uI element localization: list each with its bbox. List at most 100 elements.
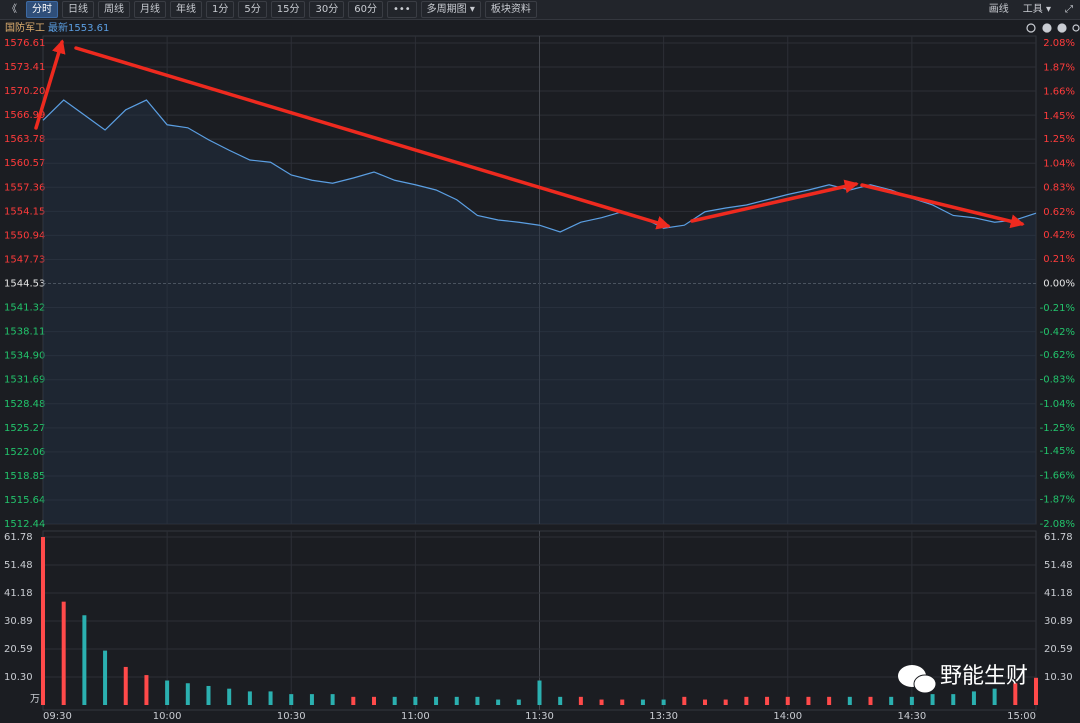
volume-bar	[1013, 683, 1018, 705]
y-tick-label: 1522.06	[4, 447, 45, 458]
watermark-text: 野能生财	[940, 664, 1028, 689]
y2-tick-label: -1.87%	[1040, 495, 1075, 506]
period-button[interactable]: 分时	[26, 1, 58, 18]
period-button[interactable]: 日线	[62, 1, 94, 18]
y-tick-label: 30.89	[1044, 616, 1073, 627]
y2-tick-label: 0.00%	[1043, 279, 1075, 290]
volume-bar	[558, 696, 563, 705]
period-button[interactable]: 15分	[270, 1, 306, 18]
volume-bar	[537, 680, 542, 705]
tool-button[interactable]: 画线	[988, 4, 1009, 15]
y-tick-label: 1576.61	[4, 38, 45, 49]
y2-tick-label: 1.04%	[1043, 158, 1075, 169]
icon[interactable]	[1026, 23, 1036, 33]
volume-bar	[827, 696, 832, 705]
price-area	[43, 100, 1036, 524]
volume-bar	[123, 666, 128, 705]
y2-tick-label: 2.08%	[1043, 38, 1075, 49]
y-tick-label: 1541.32	[4, 303, 45, 314]
x-tick-label: 15:00	[1007, 711, 1036, 722]
y-tick-label: 1557.36	[4, 182, 45, 193]
x-tick-label: 10:30	[277, 711, 306, 722]
y2-tick-label: 1.66%	[1043, 87, 1075, 98]
y-tick-label: 1525.27	[4, 423, 45, 434]
period-button[interactable]: 5分	[238, 1, 267, 18]
y2-tick-label: 1.25%	[1043, 134, 1075, 145]
index-name: 国防军工	[5, 21, 45, 34]
y-tick-label: 51.48	[1044, 560, 1073, 571]
y-tick-label: 1538.11	[4, 327, 45, 338]
chart: 国防军工 最新1553.61 1576.61 1573.41 1570.20 1566…	[4, 21, 1080, 722]
y-tick-label: 20.59	[4, 644, 33, 655]
period-button[interactable]: 多周期图 ▾	[420, 1, 481, 18]
volume-bar	[620, 699, 625, 705]
x-tick-label: 13:30	[649, 711, 678, 722]
volume-bar	[330, 694, 335, 705]
arrow	[34, 39, 66, 130]
volume-bar	[516, 699, 521, 705]
y-tick-label: 1554.15	[4, 206, 45, 217]
icon[interactable]	[1042, 23, 1052, 33]
volume-bar	[723, 699, 728, 705]
price-line	[42, 99, 1037, 233]
volume-bar	[372, 696, 376, 705]
y2-tick-label: -0.83%	[1040, 374, 1075, 385]
volume-bar	[599, 699, 604, 705]
y2-tick-label: -0.42%	[1040, 327, 1075, 338]
back-button[interactable]: 《	[7, 4, 17, 15]
y-tick-label: 41.18	[1044, 588, 1073, 599]
period-button[interactable]: 60分	[348, 1, 383, 18]
latest-price: 最新1553.61	[48, 21, 109, 34]
volume-bar	[640, 699, 645, 705]
volume-bar	[185, 683, 190, 705]
y2-tick-label: 1.87%	[1043, 62, 1075, 73]
y-tick-label: 61.78	[1044, 532, 1073, 543]
period-button[interactable]: 周线	[98, 1, 130, 18]
y2-tick-label: 1.45%	[1043, 111, 1075, 122]
tool-button[interactable]: 工具 ▾	[1022, 4, 1051, 15]
icon[interactable]	[1057, 23, 1067, 33]
volume-bar	[889, 696, 894, 705]
y2-tick-label: -2.08%	[1040, 519, 1075, 530]
volume-bar	[475, 696, 480, 705]
y2-tick-label: -0.62%	[1040, 350, 1075, 361]
volume-bar	[82, 615, 87, 705]
y-tick-label: 1573.41	[4, 62, 45, 73]
period-button[interactable]: 30分	[309, 1, 345, 18]
volume-bar	[703, 699, 707, 705]
volume-bar	[909, 696, 914, 705]
volume-bar	[61, 601, 66, 705]
volume-bar	[806, 696, 811, 705]
x-tick-label: 14:30	[897, 711, 926, 722]
icon[interactable]: ⤢	[1065, 4, 1073, 15]
y2-tick-label: 0.21%	[1043, 254, 1075, 265]
volume-bar	[578, 696, 583, 705]
period-button[interactable]: •••	[386, 1, 417, 18]
y2-tick-label: 0.42%	[1043, 230, 1075, 241]
y-tick-label: 1570.20	[4, 86, 45, 97]
y-tick-label: 10.30	[1044, 672, 1073, 683]
y-tick-label: 1518.85	[4, 471, 45, 482]
y-tick-label: 30.89	[4, 616, 33, 627]
volume-bar	[227, 688, 232, 705]
period-button[interactable]: 1分	[206, 1, 235, 18]
y-tick-label: 1534.90	[4, 351, 45, 362]
y-tick-label: 51.48	[4, 560, 33, 571]
y-tick-label: 1550.94	[4, 230, 45, 241]
volume-bar	[682, 696, 687, 705]
volume-bar	[268, 691, 273, 705]
y-tick-label: 1512.44	[4, 519, 45, 530]
volume-bar	[454, 696, 459, 705]
spacer	[541, 9, 980, 11]
period-button[interactable]: 年线	[170, 1, 202, 18]
period-button[interactable]: 月线	[134, 1, 166, 18]
volume-bar	[309, 694, 314, 705]
volume-bar	[206, 685, 211, 705]
y2-tick-label: 0.62%	[1043, 207, 1075, 218]
period-button[interactable]: 板块资料	[484, 1, 537, 18]
y-tick-label: 1531.69	[4, 375, 45, 386]
icon[interactable]	[1072, 24, 1080, 32]
y-tick-label: 1560.57	[4, 158, 45, 169]
toolbar: 《 分时 日线 周线 月线 年线 1分 5分 15分 30分 60分 ••• 多周期图 ▾ 板块资料 画…	[0, 0, 1080, 20]
